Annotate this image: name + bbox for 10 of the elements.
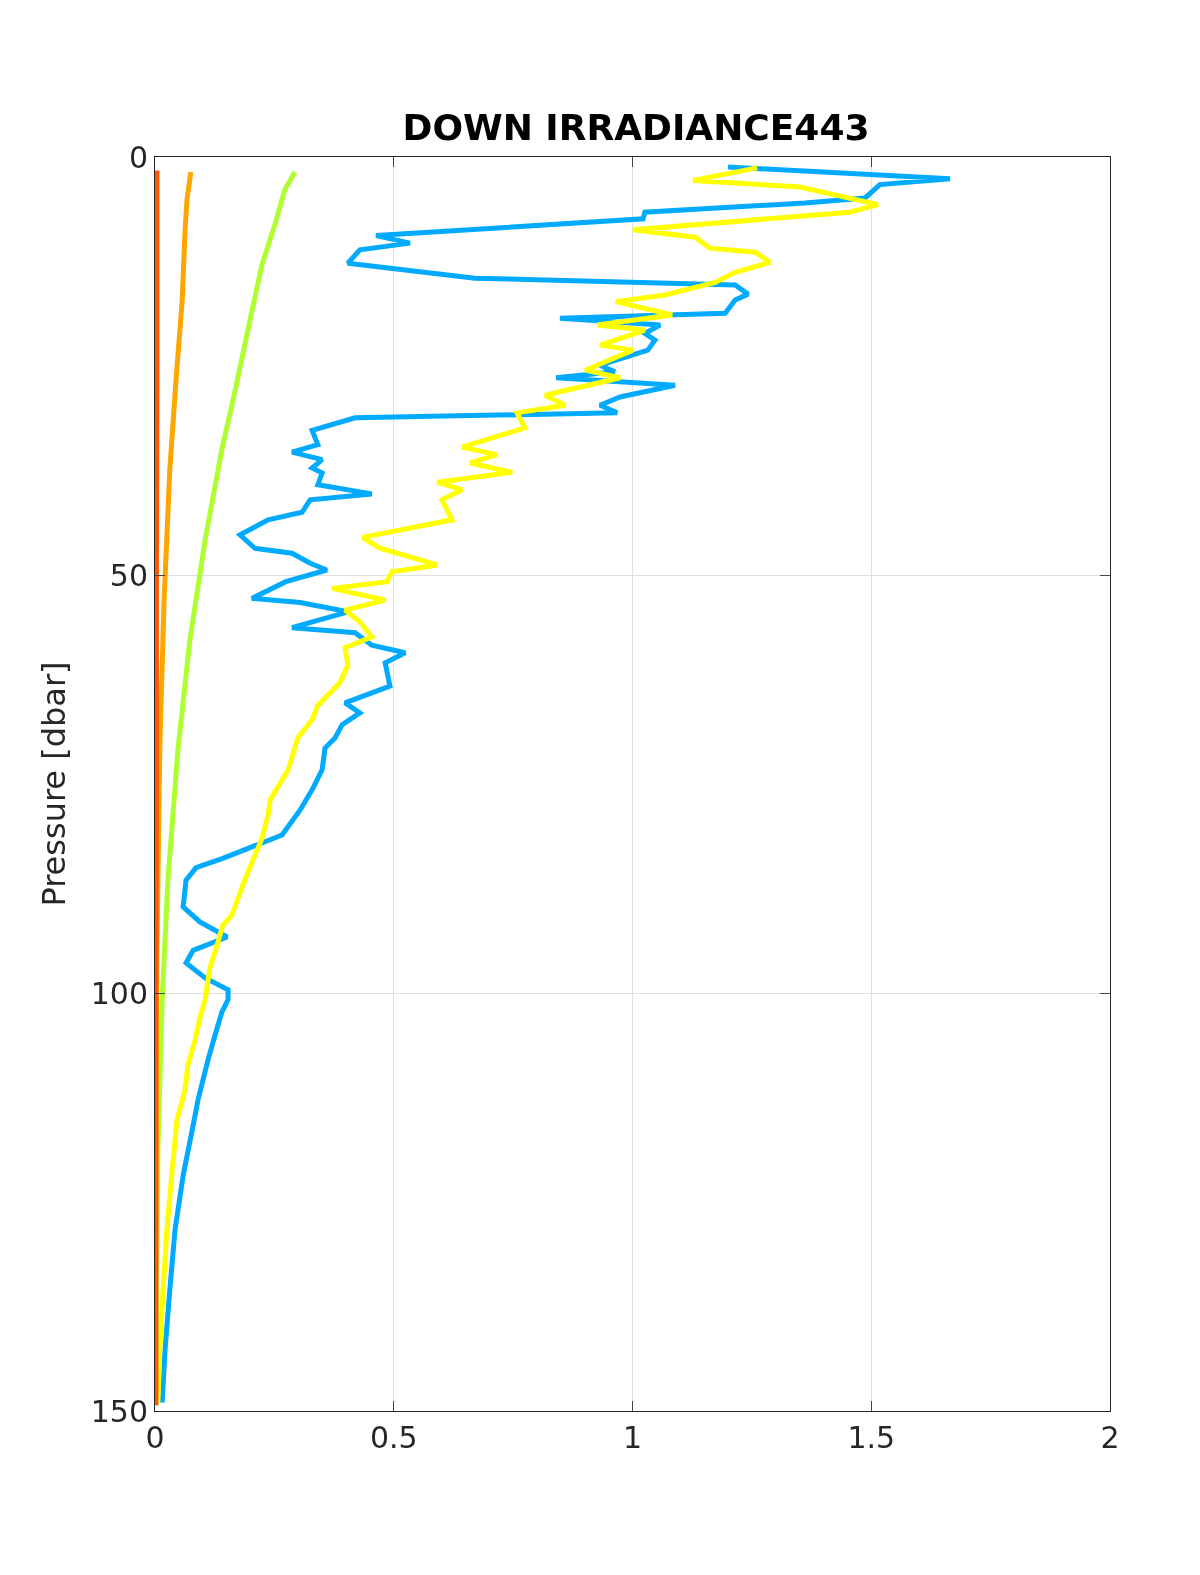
y-tick-label: 150 bbox=[90, 1393, 148, 1429]
y-tick-label: 0 bbox=[128, 139, 148, 175]
x-tick-label: 1.5 bbox=[847, 1420, 896, 1455]
x-tick-label: 1 bbox=[622, 1420, 643, 1455]
y-tick-label: 100 bbox=[90, 975, 148, 1011]
y-tick-label: 50 bbox=[109, 557, 148, 593]
y-axis-title: Pressure [dbar] bbox=[35, 661, 74, 907]
x-tick-label: 0.5 bbox=[369, 1420, 418, 1455]
chart-title: DOWN IRRADIANCE443 bbox=[402, 106, 870, 148]
x-tick-label: 2 bbox=[1100, 1420, 1120, 1455]
